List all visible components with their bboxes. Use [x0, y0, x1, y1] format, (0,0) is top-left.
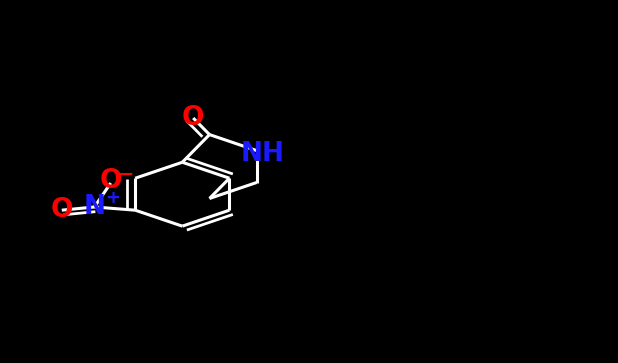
Text: −: −	[118, 164, 134, 183]
Text: O: O	[99, 168, 122, 194]
Text: +: +	[106, 189, 121, 207]
Text: NH: NH	[241, 141, 285, 167]
Text: O: O	[182, 105, 205, 131]
Text: N: N	[83, 194, 106, 220]
Text: O: O	[51, 197, 73, 223]
